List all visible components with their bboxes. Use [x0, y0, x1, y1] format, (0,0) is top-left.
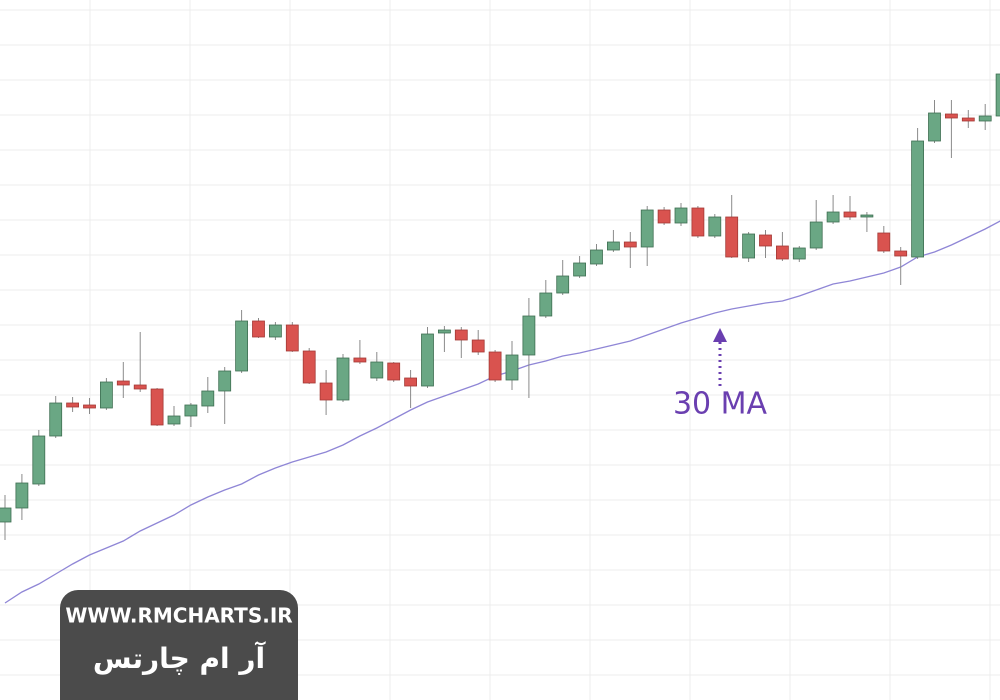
candle-body: [539, 292, 553, 317]
watermark-box: [60, 590, 298, 700]
candle-body: [505, 354, 519, 381]
candle-body: [522, 315, 536, 356]
candle-body: [116, 380, 130, 386]
candle-body: [556, 275, 570, 294]
candle-body: [319, 382, 333, 401]
candle-body: [640, 209, 654, 248]
candle-body: [370, 361, 384, 379]
candle-body: [657, 209, 671, 224]
candle-body: [590, 249, 603, 265]
candle-body: [437, 329, 451, 334]
watermark-url: WWW.RMCHARTS.IR: [65, 604, 292, 628]
candle-body: [133, 384, 147, 390]
candle-body: [252, 320, 265, 338]
candle-body: [353, 357, 367, 363]
candle-body: [15, 482, 29, 509]
candle-body: [573, 262, 586, 277]
candle-body: [404, 377, 418, 387]
candle-body: [421, 333, 434, 387]
candle-body: [945, 113, 958, 119]
annotation-text: 30 MA: [673, 387, 768, 422]
candle-body: [978, 115, 992, 122]
watermark-name: آر ام چارتس: [93, 641, 267, 675]
candle-body: [302, 350, 316, 384]
candle-body: [725, 216, 739, 258]
candle-body: [0, 507, 12, 523]
candle-body: [623, 241, 637, 248]
candle-body: [826, 211, 840, 223]
candle-body: [32, 435, 46, 485]
candle-body: [66, 402, 79, 408]
candle-body: [691, 207, 705, 237]
candle-body: [877, 232, 891, 252]
candle-body: [860, 214, 874, 218]
candle-body: [336, 357, 350, 401]
candle-body: [268, 324, 282, 338]
candle-body: [809, 221, 823, 249]
candle-body: [894, 250, 908, 257]
candle-body: [843, 211, 857, 218]
candle-body: [742, 233, 755, 259]
candle-body: [387, 362, 401, 381]
candle-body: [708, 216, 722, 237]
candle-body: [454, 329, 468, 341]
candle-body: [776, 245, 789, 260]
candle-body: [792, 247, 806, 260]
watermark: WWW.RMCHARTS.IR آر ام چارتس: [60, 590, 298, 700]
candle-body: [49, 402, 63, 437]
candle-body: [674, 207, 688, 224]
candle-body: [961, 117, 975, 122]
candle-body: [911, 140, 924, 258]
candle-body: [201, 390, 215, 407]
candle-body: [83, 404, 96, 409]
plot: [0, 73, 1000, 604]
candle-body: [235, 320, 249, 372]
candle-body: [218, 370, 232, 392]
candle-body: [928, 112, 941, 142]
candle-body: [995, 73, 1000, 117]
candle-body: [100, 381, 113, 409]
candle-body: [488, 351, 502, 381]
candle-body: [285, 324, 299, 352]
candle-body: [184, 404, 198, 417]
candle-body: [150, 388, 164, 426]
annotation-arrowhead: [713, 328, 727, 342]
candle-body: [167, 415, 181, 425]
candle-body: [471, 339, 485, 353]
candle-body: [759, 234, 772, 247]
candle-body: [607, 241, 620, 251]
moving-average: [4, 220, 1000, 604]
